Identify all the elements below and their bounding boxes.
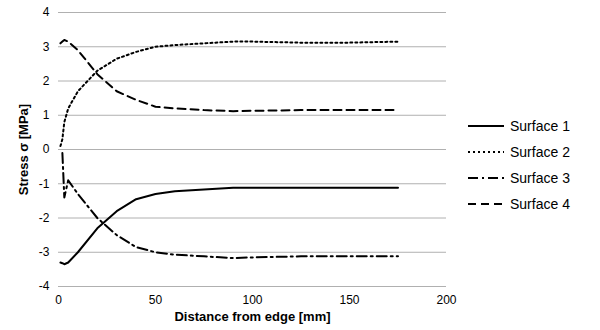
- svg-text:0: 0: [55, 293, 62, 307]
- html-text:Surface 4: Surface 4: [510, 196, 570, 212]
- svg-text:Stress σ [MPa]: Stress σ [MPa]: [16, 104, 31, 195]
- svg-text:3: 3: [43, 40, 50, 54]
- svg-text:4: 4: [43, 5, 50, 19]
- svg-text:1: 1: [43, 108, 50, 122]
- html-text:Surface 3: Surface 3: [510, 170, 570, 186]
- svg-text:-4: -4: [39, 279, 50, 293]
- svg-text:2: 2: [43, 74, 50, 88]
- svg-text:-1: -1: [39, 177, 50, 191]
- svg-text:200: 200: [436, 293, 456, 307]
- html-text:Surface 2: Surface 2: [510, 144, 570, 160]
- svg-text:-2: -2: [39, 211, 50, 225]
- svg-text:100: 100: [242, 293, 262, 307]
- svg-text:50: 50: [149, 293, 163, 307]
- svg-text:Distance from edge [mm]: Distance from edge [mm]: [174, 309, 330, 324]
- svg-text:-3: -3: [39, 245, 50, 259]
- svg-text:0: 0: [43, 142, 50, 156]
- svg-text:150: 150: [339, 293, 359, 307]
- html-text:Surface 1: Surface 1: [510, 118, 570, 134]
